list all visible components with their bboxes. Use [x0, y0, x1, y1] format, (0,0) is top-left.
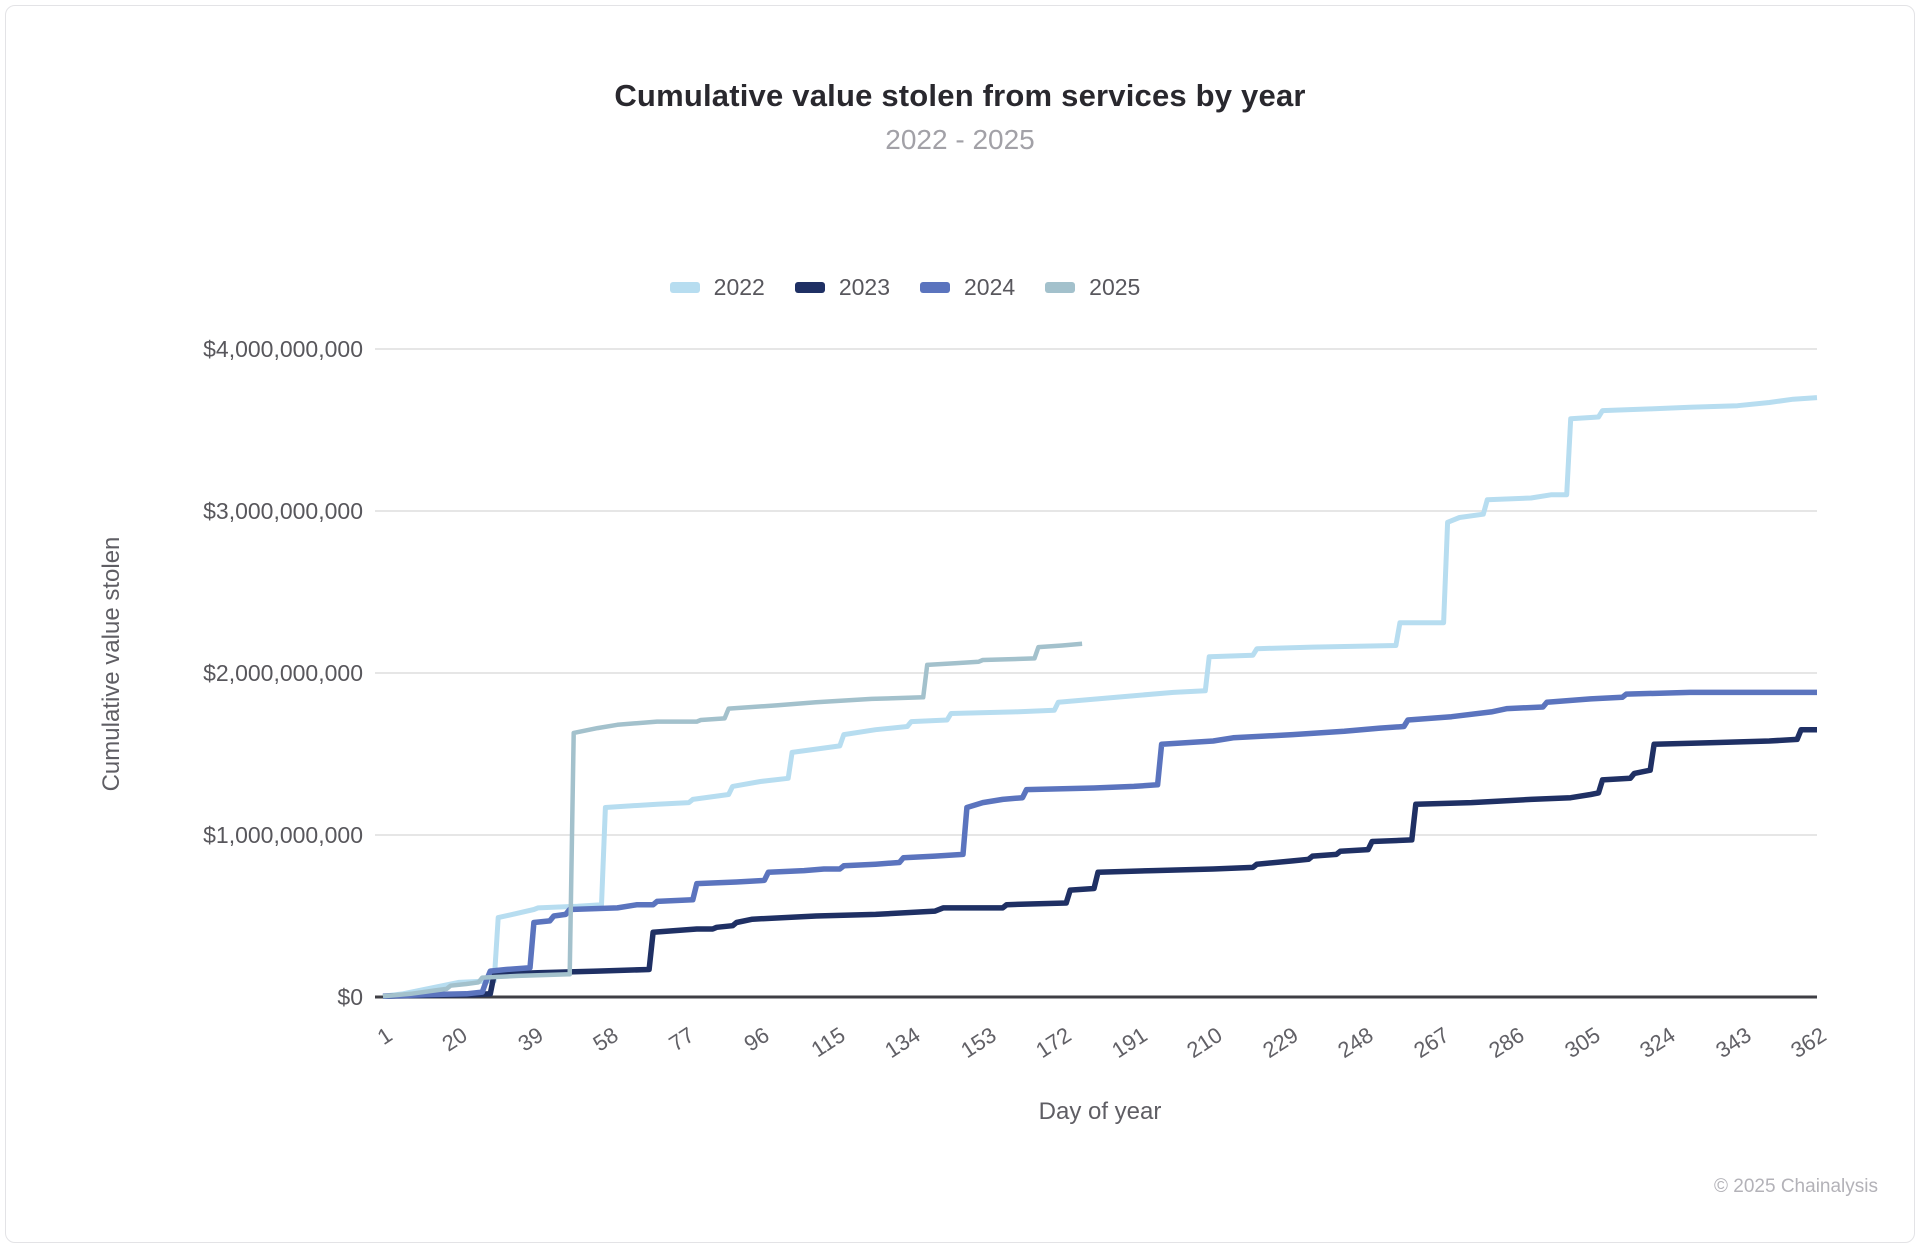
legend-swatch-2023: [794, 282, 825, 293]
series-line-2023: [382, 726, 1817, 999]
chart-title: Cumulative value stolen from services by…: [614, 78, 1306, 113]
legend-item-2025[interactable]: 2025: [1045, 274, 1140, 301]
y-tick-label: $4,000,000,000: [203, 336, 363, 362]
chart-card: [5, 5, 1915, 1243]
legend-item-2024[interactable]: 2024: [920, 274, 1015, 301]
y-tick-label: $1,000,000,000: [203, 822, 363, 848]
legend-item-2023[interactable]: 2023: [794, 274, 890, 301]
y-tick-label: $0: [337, 984, 363, 1010]
y-tick-label: $3,000,000,000: [203, 498, 363, 524]
chart-subtitle: 2022 - 2025: [885, 124, 1035, 155]
copyright-notice: © 2025 Chainalysis: [1714, 1176, 1878, 1197]
plot-area: [375, 348, 1818, 999]
legend: 2022 2023 2024 2025: [0, 274, 1865, 301]
series-line-2022: [382, 395, 1818, 999]
legend-label: 2022: [713, 274, 765, 300]
legend-label: 2023: [838, 274, 890, 300]
legend-swatch-2025: [1045, 282, 1076, 293]
legend-item-2022[interactable]: 2022: [669, 274, 765, 301]
series-line-2025: [382, 641, 1083, 999]
legend-label: 2024: [964, 274, 1016, 300]
legend-swatch-2022: [669, 282, 700, 293]
legend-swatch-2024: [920, 282, 950, 293]
series-line-2024: [382, 689, 1817, 999]
y-tick-label: $2,000,000,000: [203, 660, 363, 686]
legend-label: 2025: [1089, 274, 1141, 300]
x-axis-title: Day of year: [1038, 1098, 1162, 1125]
